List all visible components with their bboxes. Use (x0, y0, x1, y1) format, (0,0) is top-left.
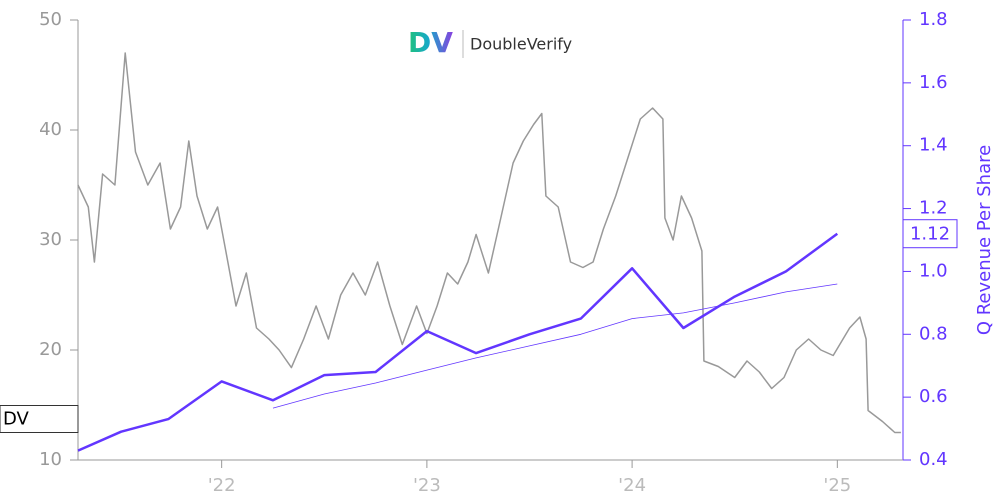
x-tick-label: '25 (823, 475, 851, 496)
y2-tick-label: 1.2 (919, 198, 948, 219)
y-tick-label: 30 (39, 229, 62, 250)
y2-tick-label: 1.8 (919, 9, 948, 30)
last-value-label: 1.12 (910, 224, 950, 245)
series-line (272, 283, 838, 409)
x-tick-label: '23 (413, 475, 441, 496)
y2-tick-label: 0.8 (919, 323, 948, 344)
last-value-box (902, 219, 958, 249)
series-line (77, 232, 839, 452)
y-tick-label: 20 (39, 339, 62, 360)
y-tick-label: 10 (39, 449, 62, 470)
series-line (77, 52, 901, 434)
y2-axis-label: Q Revenue Per Share (974, 145, 995, 335)
y2-tick-label: 1.4 (919, 135, 948, 156)
y2-tick-label: 0.6 (919, 386, 948, 407)
x-tick-label: '24 (618, 475, 646, 496)
logo-mark: DV (408, 26, 453, 59)
y2-tick-label: 0.4 (919, 449, 948, 470)
y-tick-label: 40 (39, 119, 62, 140)
x-tick-label: '22 (208, 475, 236, 496)
y2-tick-label: 1.0 (919, 260, 948, 281)
series-name-label: DV (3, 409, 30, 430)
series-name-box (0, 405, 79, 433)
y-tick-label: 50 (39, 9, 62, 30)
y2-tick-label: 1.6 (919, 72, 948, 93)
logo-text: DoubleVerify (470, 35, 572, 54)
